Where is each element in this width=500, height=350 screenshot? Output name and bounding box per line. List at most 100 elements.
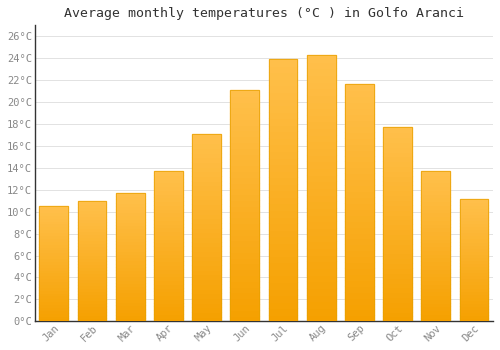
Bar [230,182,259,188]
Bar [268,249,298,256]
Bar [78,225,106,228]
Bar [422,254,450,258]
Bar [192,167,221,172]
Bar [40,278,68,281]
Bar [40,229,68,232]
Bar [422,194,450,197]
Bar [192,270,221,274]
Bar [116,273,144,276]
Bar [307,121,336,128]
Bar [40,310,68,313]
Bar [383,147,412,152]
Bar [268,210,298,217]
Bar [78,258,106,261]
Bar [383,278,412,282]
Bar [345,215,374,221]
Bar [116,199,144,203]
Bar [116,315,144,318]
Bar [116,212,144,216]
Bar [40,226,68,229]
Bar [268,269,298,275]
Bar [116,193,144,321]
Bar [154,231,182,235]
Bar [422,265,450,269]
Bar [116,228,144,232]
Bar [192,148,221,153]
Bar [268,105,298,112]
Bar [345,256,374,262]
Bar [116,216,144,219]
Bar [422,269,450,273]
Bar [422,186,450,190]
Bar [268,217,298,223]
Bar [230,275,259,281]
Bar [192,157,221,162]
Bar [116,289,144,293]
Bar [383,244,412,248]
Bar [422,171,450,321]
Bar [154,291,182,295]
Title: Average monthly temperatures (°C ) in Golfo Aranci: Average monthly temperatures (°C ) in Go… [64,7,464,20]
Bar [78,237,106,240]
Bar [268,203,298,210]
Bar [154,276,182,280]
Bar [230,281,259,287]
Bar [40,272,68,275]
Bar [460,229,488,232]
Bar [40,235,68,238]
Bar [230,200,259,206]
Bar [268,230,298,236]
Bar [116,209,144,212]
Bar [192,251,221,256]
Bar [422,243,450,246]
Bar [192,134,221,321]
Bar [192,232,221,237]
Bar [230,269,259,275]
Bar [345,185,374,191]
Bar [345,197,374,203]
Bar [154,261,182,265]
Bar [422,299,450,302]
Bar [307,222,336,228]
Bar [307,161,336,168]
Bar [154,228,182,231]
Bar [40,267,68,270]
Bar [345,173,374,179]
Bar [116,244,144,247]
Bar [78,216,106,219]
Bar [268,138,298,145]
Bar [307,75,336,82]
Bar [422,273,450,276]
Bar [192,228,221,232]
Bar [307,88,336,95]
Bar [345,280,374,286]
Bar [230,246,259,252]
Bar [230,310,259,316]
Bar [460,208,488,211]
Bar [460,312,488,315]
Bar [307,141,336,148]
Bar [40,318,68,321]
Bar [307,261,336,268]
Bar [78,285,106,288]
Bar [383,190,412,195]
Bar [307,55,336,321]
Bar [40,307,68,310]
Bar [230,258,259,264]
Bar [78,210,106,213]
Bar [460,245,488,248]
Bar [422,302,450,306]
Bar [383,224,412,229]
Bar [307,301,336,308]
Bar [154,175,182,178]
Bar [268,92,298,99]
Bar [230,304,259,310]
Bar [383,132,412,137]
Bar [383,229,412,234]
Bar [460,217,488,220]
Bar [230,90,259,321]
Bar [422,212,450,216]
Bar [460,272,488,275]
Bar [268,85,298,92]
Bar [40,281,68,284]
